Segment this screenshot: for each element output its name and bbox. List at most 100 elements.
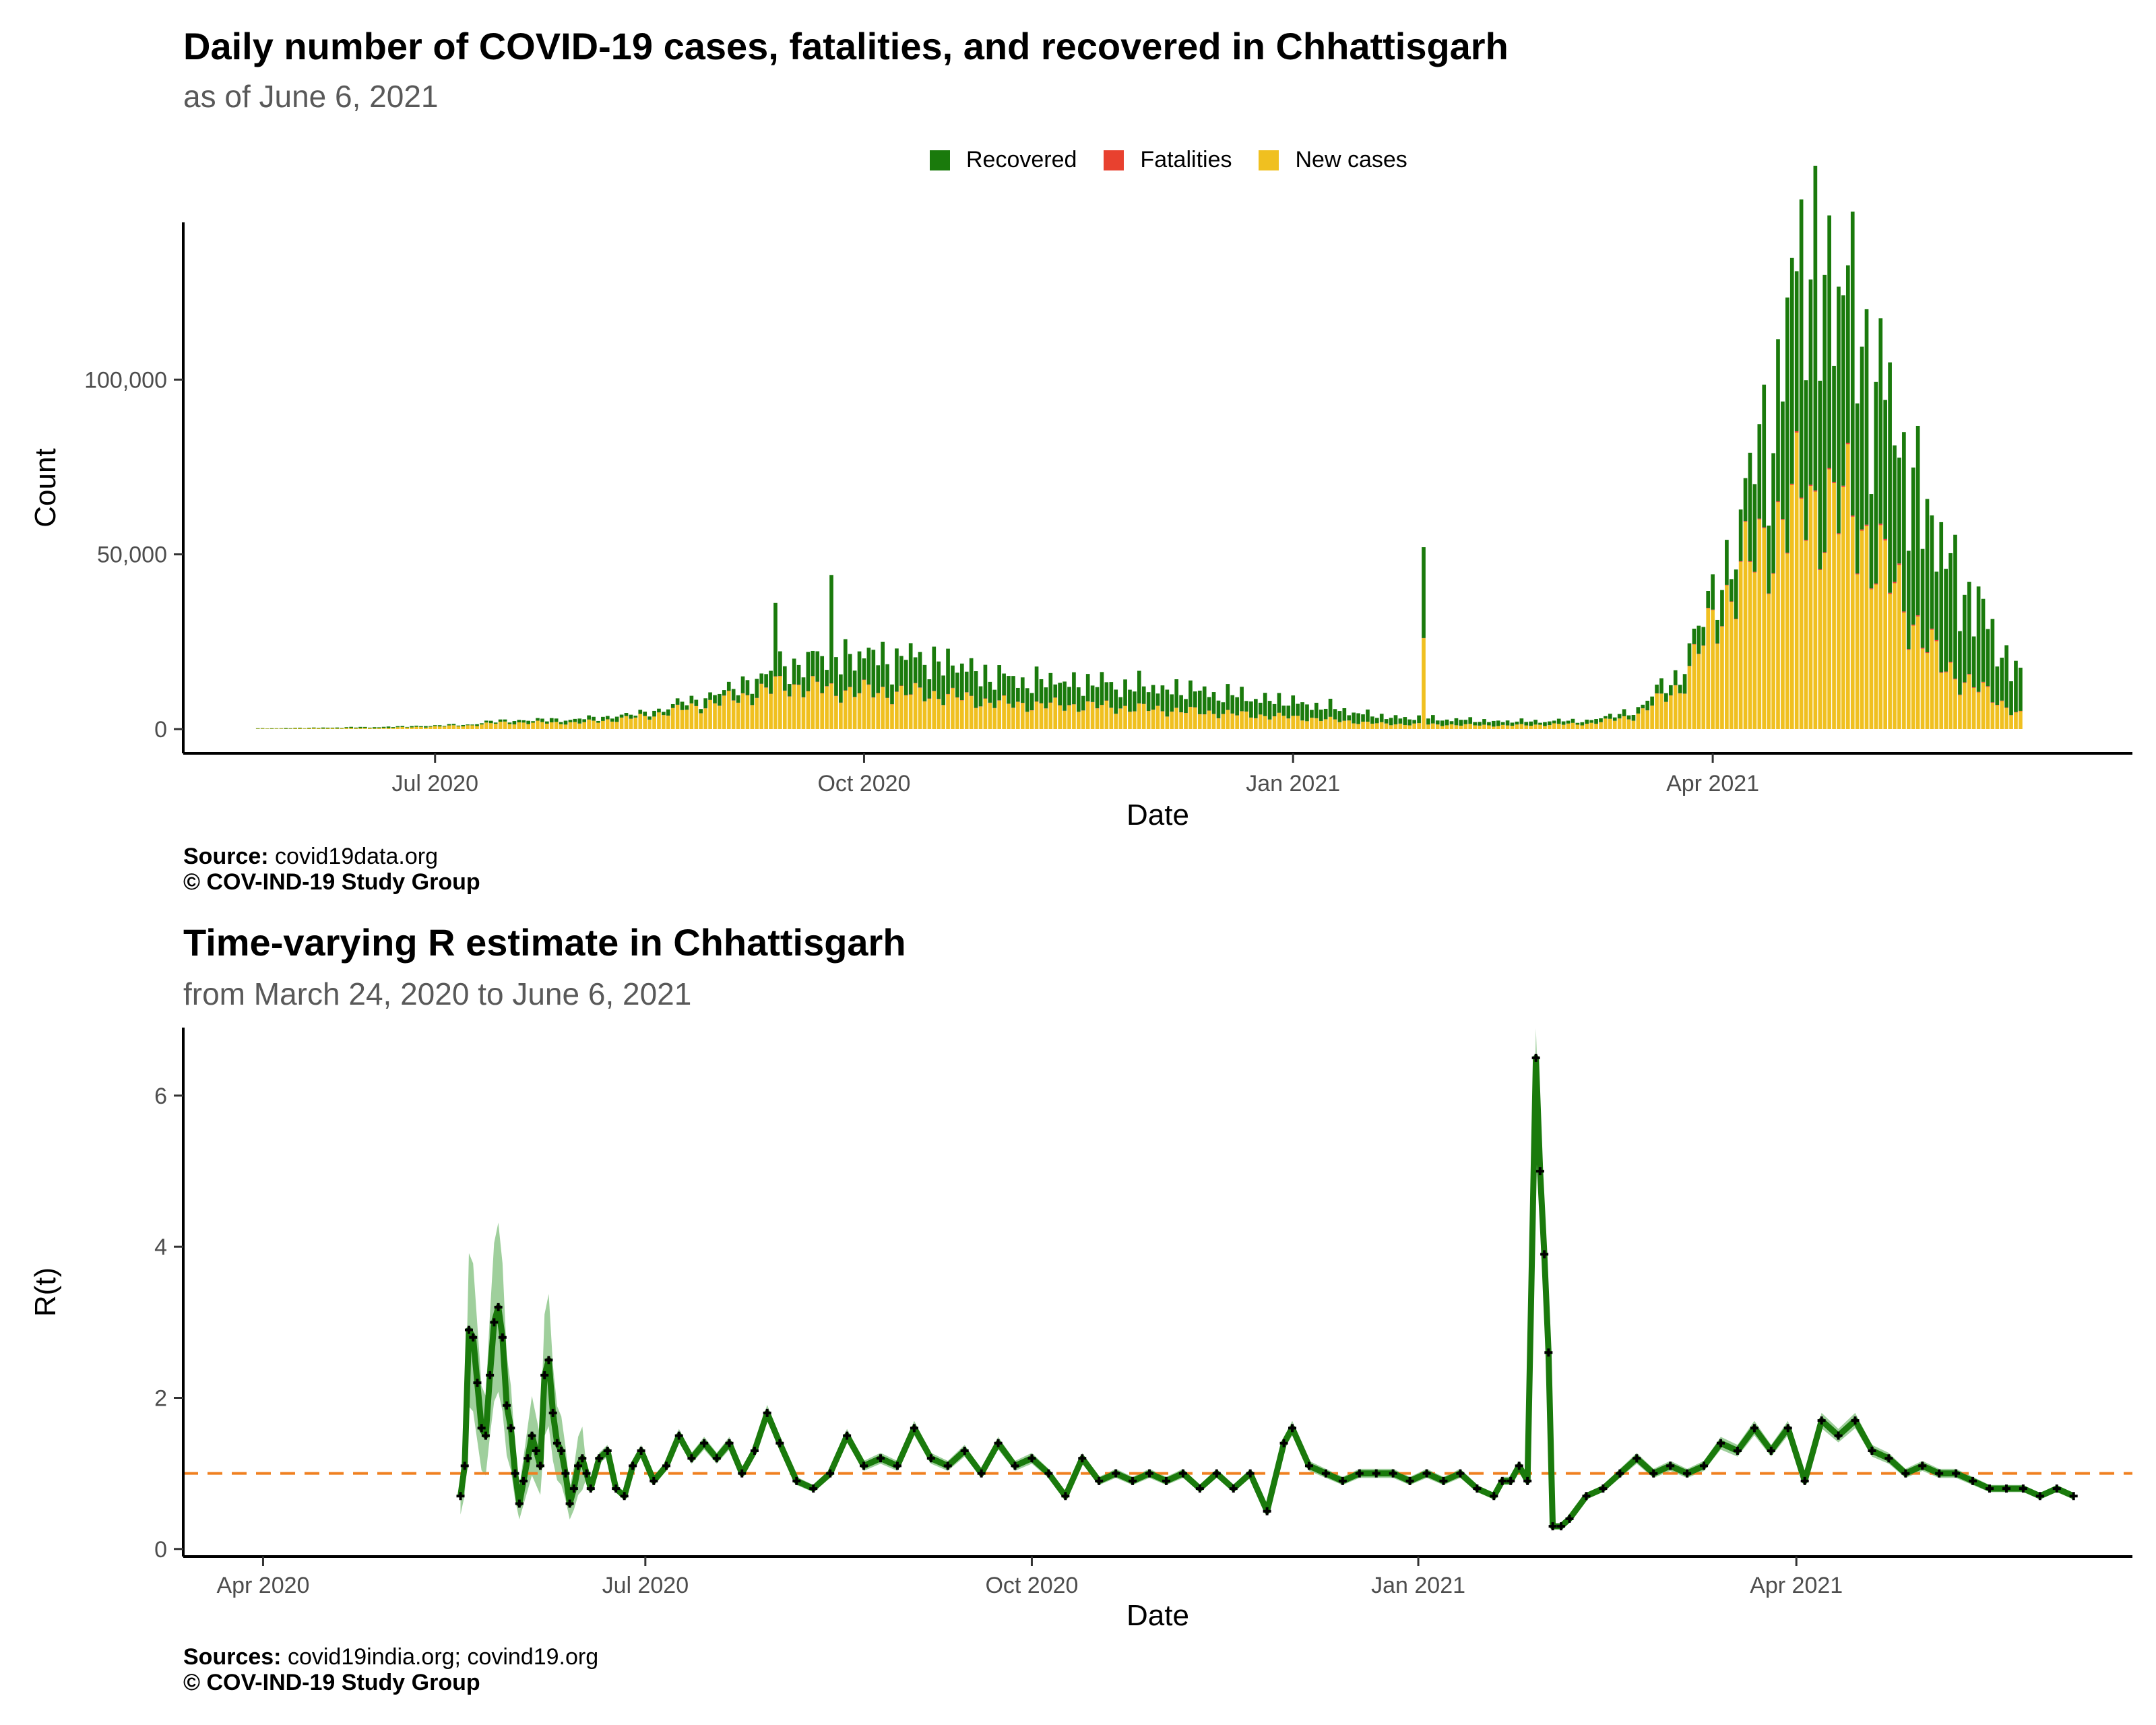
bar-recovered [605, 716, 610, 720]
bar-new-cases [670, 708, 675, 729]
bar-new-cases [666, 716, 670, 729]
bar-recovered [1845, 265, 1850, 443]
rt-point [1027, 1454, 1036, 1463]
rt-point [486, 1371, 495, 1379]
rt-point [1195, 1484, 1204, 1493]
bar-fatalities [862, 679, 866, 681]
rt-point [494, 1303, 503, 1311]
bar-new-cases [1179, 712, 1183, 729]
bar-recovered [1599, 718, 1603, 722]
bar-new-cases [1505, 725, 1510, 729]
bar-new-cases [1398, 723, 1403, 729]
chart1-title: Daily number of COVID-19 cases, fataliti… [183, 25, 1509, 67]
bar-recovered [978, 686, 983, 707]
bar-recovered [1184, 699, 1188, 714]
bar-recovered [722, 690, 726, 696]
bar-new-cases [1235, 715, 1239, 729]
bar-new-cases [1822, 553, 1827, 729]
bar-recovered [1151, 685, 1155, 710]
bar-recovered [1612, 717, 1617, 721]
bar-recovered [647, 716, 652, 720]
bar-recovered [1333, 709, 1337, 720]
bar-recovered [596, 720, 600, 723]
bar-new-cases [577, 723, 582, 729]
rt-point [1750, 1424, 1758, 1433]
bar-recovered [1692, 628, 1697, 644]
bar-recovered [657, 708, 661, 713]
bar-new-cases [1548, 725, 1552, 729]
bar-new-cases [1902, 613, 1906, 729]
bar-recovered [764, 674, 768, 688]
bar-new-cases [825, 686, 829, 729]
bar-recovered [713, 695, 717, 703]
rt-point [1800, 1476, 1809, 1485]
bar-recovered [1734, 569, 1738, 619]
rt-point [1288, 1424, 1297, 1433]
bar-recovered [1300, 702, 1304, 721]
bar-new-cases [806, 691, 811, 729]
bar-recovered [1617, 714, 1622, 719]
bar-recovered [1445, 719, 1449, 726]
bar-recovered [540, 718, 544, 722]
bar-recovered [755, 679, 759, 698]
bar-fatalities [1897, 563, 1901, 565]
bar-new-cases [596, 722, 600, 729]
bar-recovered [1141, 686, 1146, 704]
bar-recovered [1468, 717, 1473, 724]
bar-fatalities [1986, 686, 1990, 687]
bar-new-cases [1571, 722, 1575, 729]
bar-new-cases [1445, 725, 1449, 729]
bar-new-cases [303, 728, 307, 729]
rt-point [477, 1424, 486, 1433]
chart1-bar-chart: 0 50,000 100,000 Jul 2020 Oct 2020 Jan 2021 Ap… [29, 165, 2132, 832]
legend-item-new-cases: New cases [1259, 147, 1407, 173]
bar-new-cases [1967, 675, 1971, 729]
bar-recovered [1604, 716, 1608, 719]
rt-point [1851, 1416, 1860, 1425]
bar-new-cases [895, 691, 899, 729]
rt-point [469, 1333, 478, 1342]
bar-recovered [386, 726, 391, 728]
bar-new-cases [718, 705, 722, 729]
bar-new-cases [1594, 724, 1598, 729]
rt-point [1884, 1454, 1893, 1463]
bar-recovered [1314, 702, 1319, 718]
bar-new-cases [899, 686, 903, 729]
bar-recovered [955, 672, 959, 697]
bar-recovered [1748, 452, 1752, 561]
legend-label-fatalities: Fatalities [1140, 147, 1232, 172]
bar-new-cases [1100, 705, 1104, 729]
bar-new-cases [1337, 722, 1342, 729]
bar-recovered [260, 728, 265, 729]
bar-new-cases [1785, 553, 1789, 729]
chart1-source-value: covid19data.org [268, 844, 438, 869]
bar-recovered [974, 671, 978, 708]
bar-recovered [890, 684, 894, 705]
rt-point [1649, 1469, 1658, 1478]
bar-new-cases [1095, 708, 1100, 729]
bar-recovered [1179, 695, 1183, 713]
bar-new-cases [1011, 708, 1015, 729]
bar-recovered [1193, 691, 1197, 708]
bar-new-cases [1864, 526, 1869, 729]
bar-recovered [1310, 710, 1314, 718]
bar-new-cases [811, 676, 815, 729]
bar-new-cases [866, 685, 871, 729]
rt-point [536, 1462, 544, 1470]
bar-new-cases [1048, 702, 1053, 729]
legend-key-recovered [930, 150, 950, 170]
bar-recovered [1920, 548, 1925, 648]
bar-new-cases [1878, 525, 1883, 729]
bar-new-cases [903, 695, 908, 729]
bar-new-cases [1417, 723, 1421, 729]
bar-recovered [1202, 686, 1207, 715]
rt-point [578, 1454, 587, 1463]
bar-new-cases [680, 710, 685, 729]
bar-recovered [689, 695, 694, 703]
rt-point [528, 1431, 536, 1440]
bar-new-cases [778, 676, 782, 729]
bar-recovered [1971, 636, 1976, 687]
bar-new-cases [722, 695, 726, 729]
bar-new-cases [1328, 716, 1333, 729]
rt-point [637, 1447, 645, 1455]
